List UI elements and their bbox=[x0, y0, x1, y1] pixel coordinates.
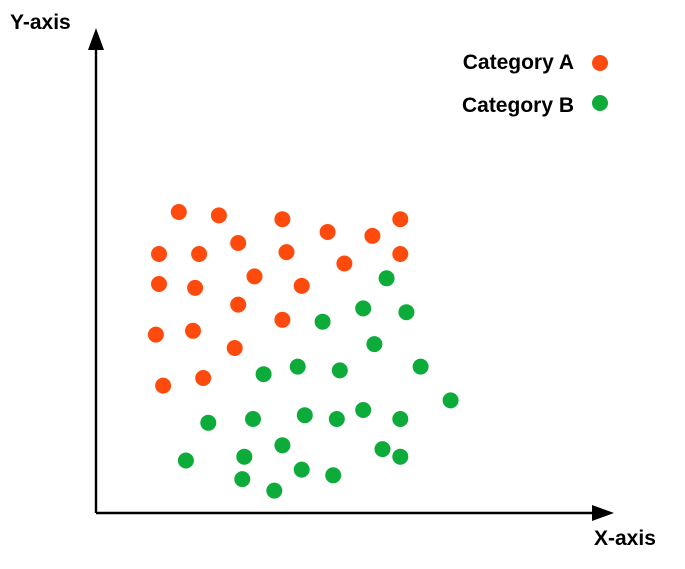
legend-marker-category-b bbox=[592, 95, 608, 111]
point-category-a bbox=[185, 322, 201, 339]
point-category-b bbox=[374, 441, 391, 458]
point-category-a bbox=[274, 211, 291, 228]
point-category-a bbox=[195, 370, 212, 386]
point-category-b bbox=[274, 437, 291, 454]
point-category-b bbox=[200, 414, 217, 431]
point-category-b bbox=[366, 336, 383, 353]
data-points bbox=[147, 204, 459, 499]
point-category-a bbox=[155, 377, 172, 394]
point-category-b bbox=[378, 270, 395, 287]
axes bbox=[88, 28, 614, 521]
point-category-a bbox=[187, 279, 204, 296]
point-category-a bbox=[230, 296, 247, 313]
y-axis-label: Y-axis bbox=[10, 11, 71, 34]
legend-marker-category-a bbox=[592, 55, 608, 71]
y-axis-arrow-icon bbox=[88, 28, 104, 50]
point-category-b bbox=[442, 392, 459, 409]
point-category-a bbox=[364, 227, 381, 244]
legend-label-category-b: Category B bbox=[462, 94, 574, 117]
point-category-b bbox=[177, 452, 194, 469]
point-category-a bbox=[246, 268, 263, 285]
point-category-b bbox=[355, 300, 372, 317]
point-category-b bbox=[412, 358, 429, 375]
x-axis-arrow-icon bbox=[592, 505, 614, 521]
point-category-b bbox=[245, 411, 261, 427]
point-category-b bbox=[293, 461, 310, 478]
point-category-a bbox=[392, 211, 409, 228]
point-category-b bbox=[325, 467, 342, 484]
point-category-b bbox=[266, 482, 283, 499]
point-category-a bbox=[319, 224, 336, 240]
point-category-b bbox=[392, 448, 409, 465]
point-category-a bbox=[278, 244, 295, 261]
point-category-b bbox=[398, 304, 415, 321]
point-category-a bbox=[210, 207, 227, 224]
point-category-a bbox=[274, 311, 291, 328]
point-category-a bbox=[151, 246, 167, 262]
point-category-a bbox=[170, 204, 187, 220]
point-category-b bbox=[314, 313, 331, 330]
point-category-b bbox=[355, 402, 372, 418]
point-category-a bbox=[336, 255, 353, 272]
point-category-b bbox=[392, 411, 409, 427]
point-category-b bbox=[289, 358, 306, 375]
point-category-a bbox=[191, 246, 208, 262]
point-category-b bbox=[234, 471, 251, 488]
point-category-a bbox=[151, 276, 167, 292]
point-category-b bbox=[255, 366, 272, 383]
point-category-b bbox=[296, 407, 313, 424]
point-category-a bbox=[226, 340, 243, 356]
point-category-a bbox=[230, 235, 247, 251]
point-category-a bbox=[293, 277, 310, 294]
legend: Category A Category B bbox=[462, 51, 608, 117]
point-category-a bbox=[147, 326, 164, 343]
point-category-b bbox=[328, 411, 345, 427]
point-category-a bbox=[392, 246, 409, 262]
point-category-b bbox=[331, 362, 348, 379]
legend-label-category-a: Category A bbox=[463, 51, 574, 74]
point-category-b bbox=[236, 448, 253, 465]
x-axis-label: X-axis bbox=[594, 527, 656, 550]
